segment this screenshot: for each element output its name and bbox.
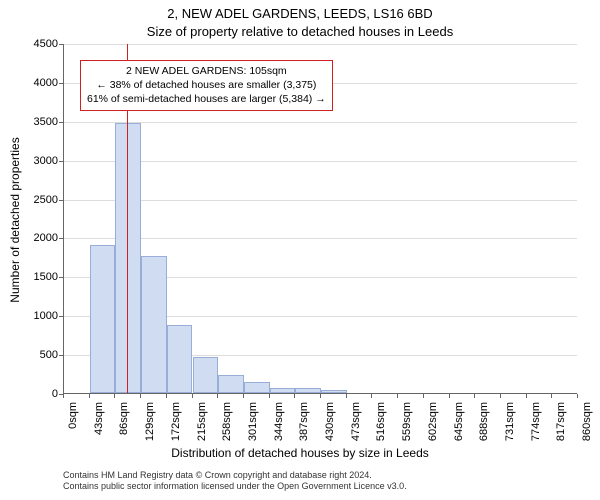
histogram-bar [321, 390, 347, 394]
annotation-line: 61% of semi-detached houses are larger (… [87, 92, 326, 106]
xtick-label: 86sqm [118, 402, 130, 435]
ytick-mark [59, 83, 63, 84]
xtick-mark [371, 394, 372, 398]
xtick-mark [449, 394, 450, 398]
ytick-label: 3000 [18, 155, 58, 167]
xtick-mark [551, 394, 552, 398]
annotation-line: ← 38% of detached houses are smaller (3,… [87, 78, 326, 92]
histogram-bar [141, 256, 167, 393]
chart-container: 2, NEW ADEL GARDENS, LEEDS, LS16 6BD Siz… [0, 0, 600, 500]
xtick-label: 215sqm [196, 402, 208, 441]
histogram-bar [270, 388, 296, 393]
ytick-label: 4500 [18, 38, 58, 50]
xtick-label: 344sqm [273, 402, 285, 441]
xtick-label: 129sqm [144, 402, 156, 441]
xtick-mark [63, 394, 64, 398]
histogram-bar [295, 388, 321, 393]
xtick-mark [114, 394, 115, 398]
xtick-label: 688sqm [478, 402, 490, 441]
histogram-bar [90, 245, 116, 393]
xtick-mark [423, 394, 424, 398]
ytick-mark [59, 238, 63, 239]
annotation-line: 2 NEW ADEL GARDENS: 105sqm [87, 64, 326, 78]
ytick-mark [59, 44, 63, 45]
xtick-mark [500, 394, 501, 398]
ytick-mark [59, 122, 63, 123]
xtick-label: 43sqm [93, 402, 105, 435]
ytick-label: 3500 [18, 116, 58, 128]
ytick-mark [59, 200, 63, 201]
xtick-mark [397, 394, 398, 398]
xtick-label: 860sqm [581, 402, 593, 441]
xtick-mark [166, 394, 167, 398]
xtick-label: 430sqm [324, 402, 336, 441]
xtick-mark [243, 394, 244, 398]
ytick-label: 2500 [18, 194, 58, 206]
gridline [64, 44, 577, 45]
ytick-label: 2000 [18, 232, 58, 244]
xtick-mark [346, 394, 347, 398]
xtick-mark [294, 394, 295, 398]
histogram-bar [244, 382, 270, 393]
ytick-mark [59, 316, 63, 317]
xtick-label: 387sqm [298, 402, 310, 441]
xtick-label: 172sqm [170, 402, 182, 441]
xtick-label: 602sqm [427, 402, 439, 441]
histogram-bar [218, 375, 244, 393]
annotation-box: 2 NEW ADEL GARDENS: 105sqm← 38% of detac… [80, 60, 333, 111]
xtick-label: 774sqm [530, 402, 542, 441]
xtick-mark [474, 394, 475, 398]
xtick-mark [526, 394, 527, 398]
x-axis-label: Distribution of detached houses by size … [0, 446, 600, 460]
credits: Contains HM Land Registry data © Crown c… [63, 470, 407, 493]
chart-title-sub: Size of property relative to detached ho… [0, 24, 600, 39]
histogram-bar [167, 325, 193, 393]
xtick-label: 301sqm [247, 402, 259, 441]
ytick-label: 4000 [18, 77, 58, 89]
xtick-label: 0sqm [67, 402, 79, 429]
xtick-mark [577, 394, 578, 398]
ytick-mark [59, 277, 63, 278]
xtick-label: 559sqm [401, 402, 413, 441]
ytick-label: 0 [18, 388, 58, 400]
xtick-mark [217, 394, 218, 398]
xtick-mark [192, 394, 193, 398]
xtick-label: 731sqm [504, 402, 516, 441]
chart-title-main: 2, NEW ADEL GARDENS, LEEDS, LS16 6BD [0, 6, 600, 21]
xtick-mark [320, 394, 321, 398]
ytick-mark [59, 161, 63, 162]
xtick-label: 473sqm [350, 402, 362, 441]
xtick-label: 516sqm [375, 402, 387, 441]
histogram-bar [193, 357, 219, 393]
xtick-label: 645sqm [453, 402, 465, 441]
credit-line-1: Contains HM Land Registry data © Crown c… [63, 470, 407, 481]
xtick-mark [140, 394, 141, 398]
ytick-label: 1500 [18, 271, 58, 283]
xtick-label: 258sqm [221, 402, 233, 441]
ytick-mark [59, 355, 63, 356]
ytick-label: 1000 [18, 310, 58, 322]
xtick-mark [89, 394, 90, 398]
credit-line-2: Contains public sector information licen… [63, 481, 407, 492]
ytick-label: 500 [18, 349, 58, 361]
xtick-mark [269, 394, 270, 398]
xtick-label: 817sqm [555, 402, 567, 441]
histogram-bar [115, 123, 141, 393]
